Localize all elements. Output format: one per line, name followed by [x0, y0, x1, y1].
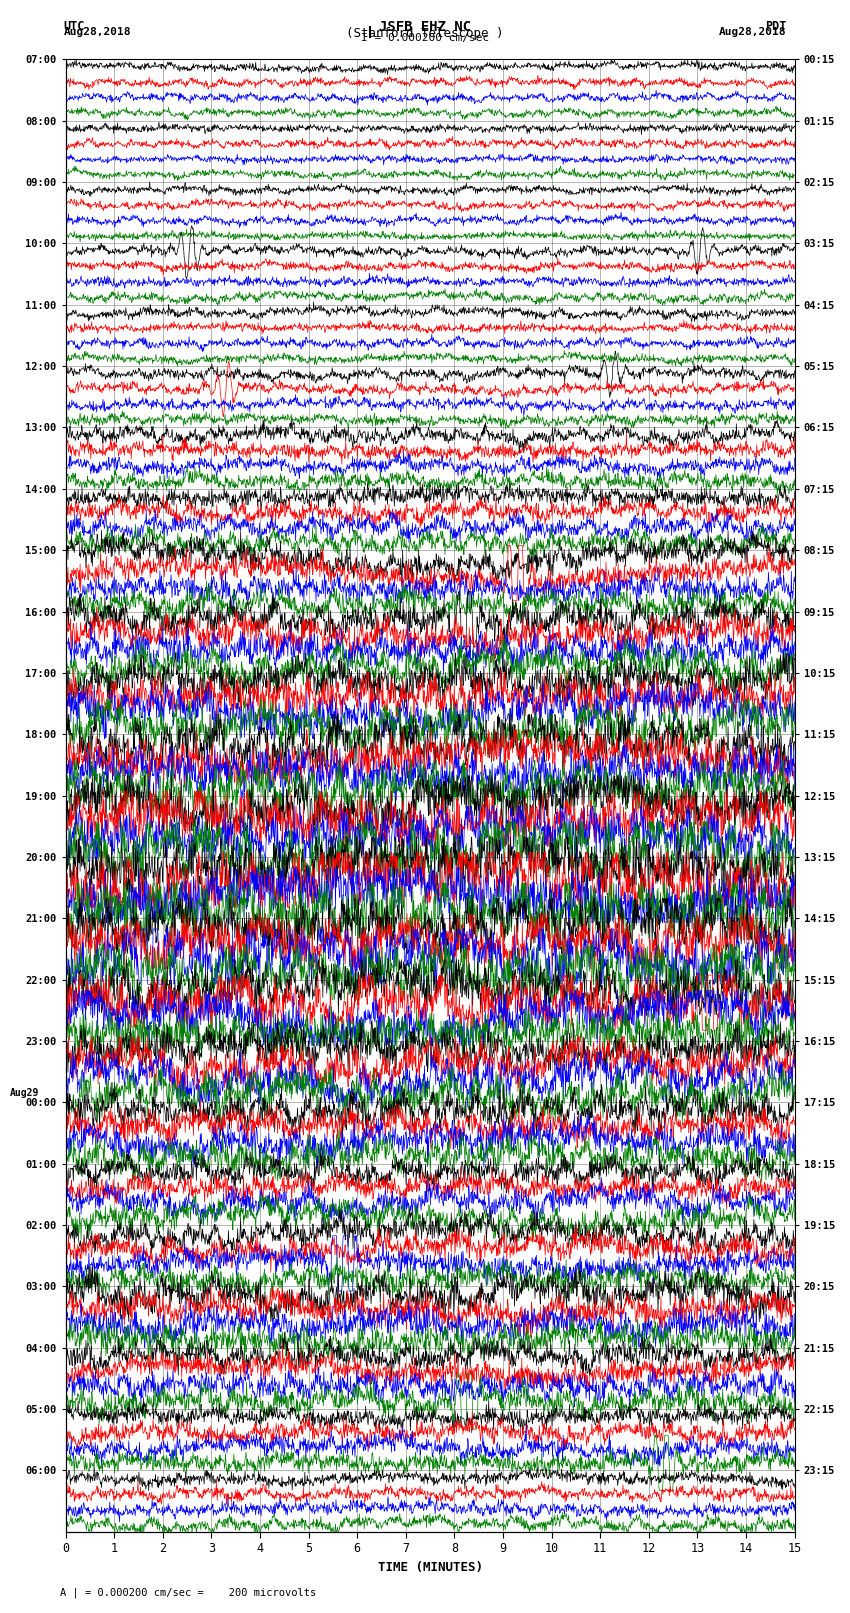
Text: A | = 0.000200 cm/sec =    200 microvolts: A | = 0.000200 cm/sec = 200 microvolts	[60, 1587, 315, 1598]
Text: JSFB EHZ NC: JSFB EHZ NC	[379, 19, 471, 34]
Text: PDT: PDT	[765, 19, 786, 34]
Text: (Stanford Telescope ): (Stanford Telescope )	[346, 26, 504, 40]
Text: Aug28,2018: Aug28,2018	[719, 26, 786, 37]
X-axis label: TIME (MINUTES): TIME (MINUTES)	[377, 1561, 483, 1574]
Text: Aug28,2018: Aug28,2018	[64, 26, 131, 37]
Text: Aug29: Aug29	[9, 1089, 39, 1098]
Text: I = 0.000200 cm/sec: I = 0.000200 cm/sec	[361, 32, 489, 44]
Text: UTC: UTC	[64, 19, 85, 34]
